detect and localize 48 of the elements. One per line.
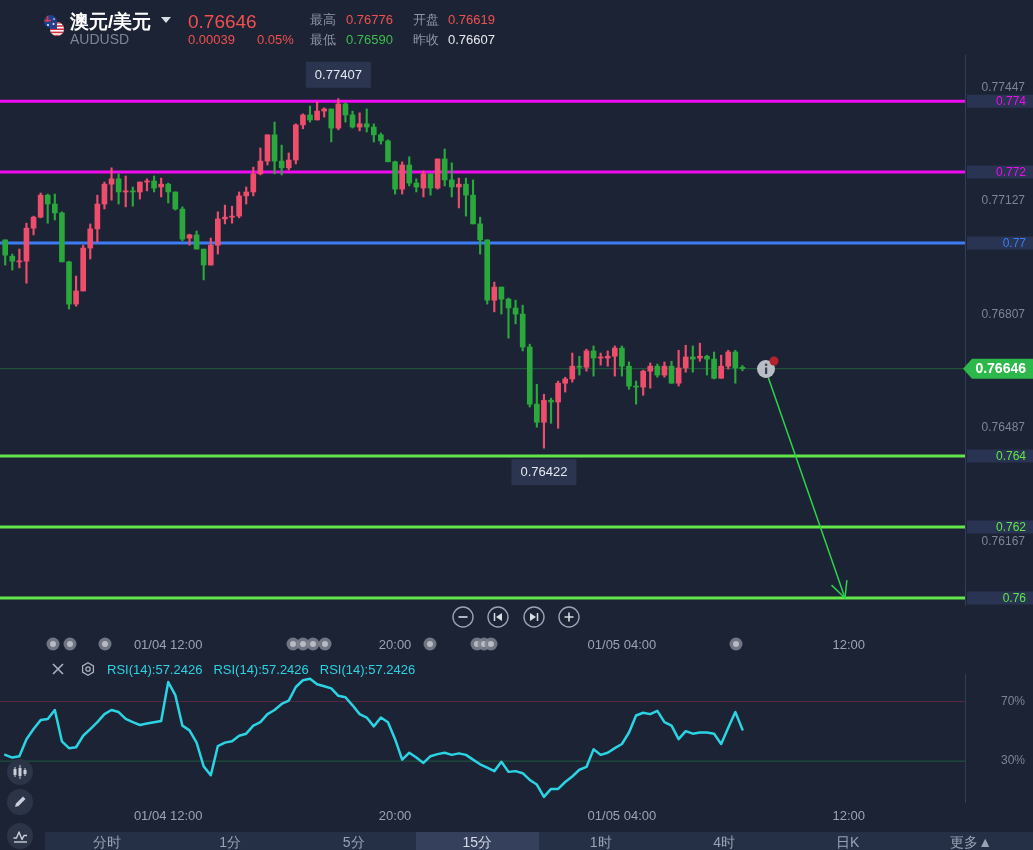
y-tick-label: 0.77127	[981, 193, 1026, 208]
y-tick-label: 0.77447	[981, 79, 1026, 94]
y-tick-label: 0.76167	[981, 533, 1026, 548]
chart-subtitle: AUDUSD	[70, 31, 130, 47]
ref-line-label: 0.77	[1002, 235, 1027, 250]
ref-line-label: 0.772	[995, 164, 1027, 179]
annotation: RSI(14):57.2426	[107, 662, 203, 677]
text: 0.76619	[448, 12, 495, 27]
text: 0.05%	[257, 32, 294, 47]
text: 0.76646	[188, 10, 257, 32]
ref-line-label: 0.764	[995, 448, 1027, 463]
ref-line-label: 0.76646	[975, 360, 1027, 377]
text: 日K	[836, 834, 860, 850]
y-tick-label: 0.76807	[981, 306, 1026, 321]
ref-line-label: 0.774	[995, 93, 1027, 108]
x-tick-label: 01/04 12:00	[133, 807, 203, 823]
text: 最低	[310, 32, 336, 47]
ref-line-label: 0.762	[995, 519, 1027, 534]
text: 最高	[310, 12, 336, 27]
y-tick-label: 0.76487	[981, 420, 1026, 435]
series-label: RSI(14):57.2426	[213, 662, 309, 677]
text: 分时	[92, 834, 121, 850]
x-tick-label: 01/04 12:00	[133, 637, 203, 653]
annotation: 0.76422	[520, 464, 568, 480]
x-tick-label: 12:00	[832, 807, 866, 823]
text: 昨收	[413, 32, 439, 47]
text: 4时	[713, 834, 736, 850]
text: 1时	[589, 834, 612, 850]
x-tick-label: 20:00	[378, 807, 412, 823]
x-tick-label: 12:00	[832, 637, 866, 653]
chart-title: 澳元/美元	[70, 11, 152, 32]
y-tick-label: 30%	[1000, 753, 1026, 768]
text: 0.76776	[346, 12, 393, 27]
ref-line-label: 0.76	[1002, 590, 1027, 605]
x-tick-label: 01/05 04:00	[587, 807, 657, 823]
text: 开盘	[413, 12, 439, 27]
annotation: 0.77407	[314, 66, 362, 82]
text: 5分	[342, 834, 365, 850]
text: 1分	[219, 834, 242, 850]
text: 0.76590	[346, 32, 393, 47]
y-tick-label: 70%	[1000, 693, 1026, 708]
text: 15分	[462, 834, 493, 850]
x-tick-label: 20:00	[378, 637, 412, 653]
text: 0.76607	[448, 32, 495, 47]
text: 0.00039	[188, 32, 235, 47]
annotation: RSI(14):57.2426	[319, 662, 416, 677]
x-tick-label: 01/05 04:00	[587, 637, 657, 653]
text: 更多▲	[950, 834, 993, 850]
